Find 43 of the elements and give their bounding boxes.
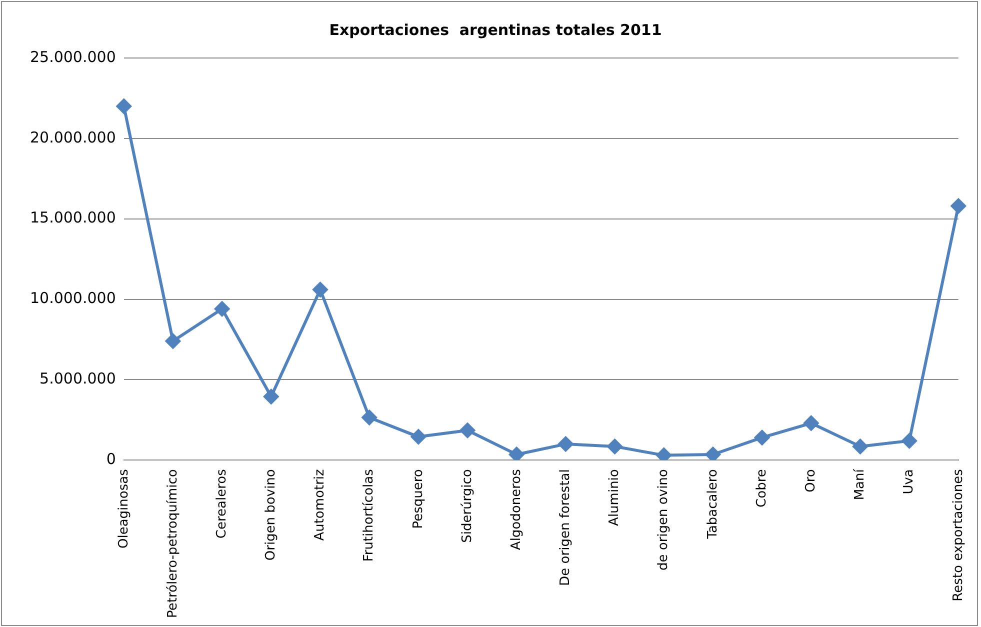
point xyxy=(950,198,966,214)
x-tick-label: Maní xyxy=(852,468,868,500)
point xyxy=(902,433,917,448)
point xyxy=(116,98,132,114)
x-tick-label: de origen ovino xyxy=(656,469,672,570)
x-tick-label: Petrólero-petroquímico xyxy=(165,469,180,618)
x-tick-label: Pesquero xyxy=(410,469,426,529)
point xyxy=(165,334,180,349)
x-tick-label: Algodoneros xyxy=(508,468,524,550)
point xyxy=(804,416,819,431)
y-tick-label: 5.000.000 xyxy=(40,370,116,388)
point xyxy=(214,301,230,316)
x-tick-label: Uva xyxy=(902,469,917,494)
x-tick-label: Resto exportaciones xyxy=(950,468,966,602)
point xyxy=(410,429,426,444)
x-tick-label: Oleaginosas xyxy=(116,468,132,549)
point xyxy=(362,410,377,425)
x-tick-label: Cobre xyxy=(754,469,770,508)
x-tick-label: Oro xyxy=(804,469,819,492)
point xyxy=(460,422,476,438)
y-tick-label: 25.000.000 xyxy=(30,48,116,66)
x-tick-label: Tabacalero xyxy=(705,469,720,540)
point xyxy=(656,448,672,460)
chart-title: Exportaciones argentinas totales 2011 xyxy=(329,20,662,39)
x-tick-label: Aluminio xyxy=(607,469,622,526)
x-tick-label: Origen bovino xyxy=(264,469,279,561)
point xyxy=(705,446,720,460)
x-tick-label: Automotriz xyxy=(312,468,328,541)
point xyxy=(754,430,770,446)
x-tick-label: Siderúrgico xyxy=(460,469,475,543)
point xyxy=(558,436,574,452)
point xyxy=(312,282,328,298)
point xyxy=(852,438,868,454)
point xyxy=(264,389,279,404)
y-tick-label: 20.000.000 xyxy=(30,128,116,146)
point xyxy=(607,438,622,454)
y-tick-label: 15.000.000 xyxy=(30,208,116,227)
x-tick-label: De origen forestal xyxy=(558,469,574,586)
x-tick-label: Cerealeros xyxy=(214,468,230,539)
y-tick-label: 0 xyxy=(106,450,116,468)
y-tick-label: 10.000.000 xyxy=(30,289,116,308)
point xyxy=(509,446,524,460)
x-tick-label: Frutihortícolas xyxy=(362,468,377,562)
